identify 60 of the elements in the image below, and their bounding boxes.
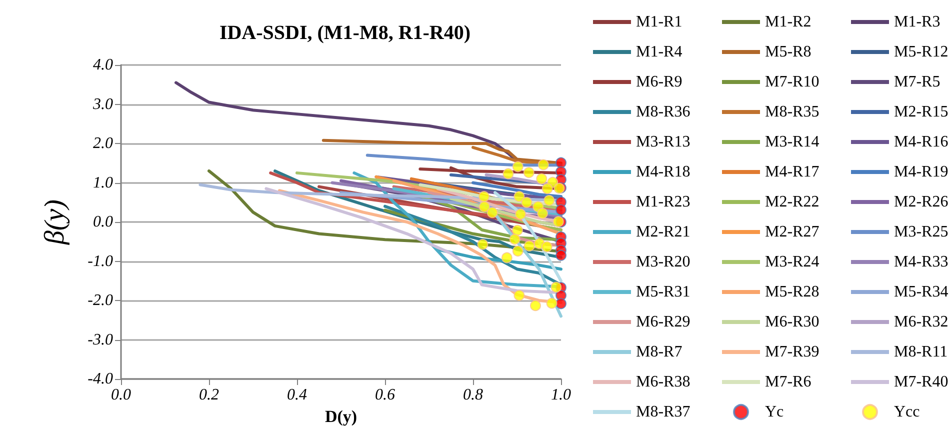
legend-label: M1-R2	[765, 14, 812, 30]
legend-label: M8-R37	[636, 404, 690, 420]
legend-label: M1-R23	[636, 194, 690, 210]
legend-label: M6-R32	[894, 314, 948, 330]
y-tick-label: 2.0	[93, 135, 113, 152]
legend-label: M6-R30	[765, 314, 820, 330]
x-tick-label: 1.0	[551, 386, 571, 404]
legend-label: M3-R20	[636, 254, 690, 270]
legend-label: M4-R16	[894, 134, 948, 150]
legend-label: M1-R4	[636, 44, 682, 60]
legend-label: M3-R25	[894, 224, 948, 240]
x-tick-label: 0.8	[463, 386, 483, 404]
legend-label: M8-R11	[894, 344, 948, 360]
legend-label: M2-R21	[636, 224, 690, 240]
x-tick-label: 0.2	[199, 386, 219, 404]
legend-label: M8-R7	[636, 344, 682, 360]
legend-label: M7-R6	[765, 374, 812, 390]
legend-label: M1-R1	[636, 14, 682, 30]
x-axis-title: D(y)	[324, 406, 358, 426]
legend-label: M7-R39	[765, 344, 820, 360]
legend-label: M5-R34	[894, 284, 948, 300]
legend-label: M3-R14	[765, 134, 820, 150]
x-tick-label: 0.0	[111, 386, 131, 404]
chart-title: IDA-SSDI, (M1-M8, R1-R40)	[219, 22, 471, 44]
y-axis-title: β(y)	[40, 199, 70, 246]
legend-label: M2-R27	[765, 224, 820, 240]
y-tick-label: 4.0	[93, 56, 113, 74]
legend-label: M8-R36	[636, 104, 690, 120]
y-tick-label: -2.0	[88, 292, 113, 309]
y-tick-label: 3.0	[92, 96, 113, 113]
legend-label: M4-R33	[894, 254, 948, 270]
legend-label: M4-R17	[765, 164, 820, 180]
legend-label: M6-R9	[636, 74, 682, 90]
y-tick-label: -1.0	[88, 252, 113, 270]
legend-label: M8-R35	[765, 104, 820, 120]
legend-label: M3-R24	[765, 254, 820, 270]
legend-label: M6-R38	[636, 374, 690, 390]
legend-label: M7-R5	[894, 74, 940, 90]
legend-label: M5-R12	[894, 44, 948, 60]
legend-label: M6-R29	[636, 314, 690, 330]
legend-label: M7-R10	[765, 74, 820, 90]
legend-label: Ycc	[894, 404, 920, 420]
x-tick-label: 0.6	[375, 386, 395, 404]
legend-label: M1-R3	[894, 14, 940, 30]
legend-label: M7-R40	[894, 374, 948, 390]
legend-label: M4-R18	[636, 164, 690, 180]
legend-label: M5-R31	[636, 284, 690, 300]
y-tick-label: 1.0	[93, 174, 113, 192]
legend-label: Yc	[765, 404, 784, 420]
y-tick-label: -3.0	[88, 331, 113, 348]
legend-label: M5-R8	[765, 44, 812, 60]
legend-label: M4-R19	[894, 164, 948, 180]
legend-label: M2-R26	[894, 194, 948, 210]
y-tick-label: 0.0	[93, 214, 113, 230]
y-tick-label: -4.0	[88, 370, 113, 388]
legend-label: M5-R28	[765, 284, 820, 300]
legend-label: M2-R22	[765, 194, 820, 210]
x-tick-label: 0.4	[287, 386, 307, 404]
legend-label: M3-R13	[636, 134, 690, 150]
legend-label: M2-R15	[894, 104, 948, 120]
